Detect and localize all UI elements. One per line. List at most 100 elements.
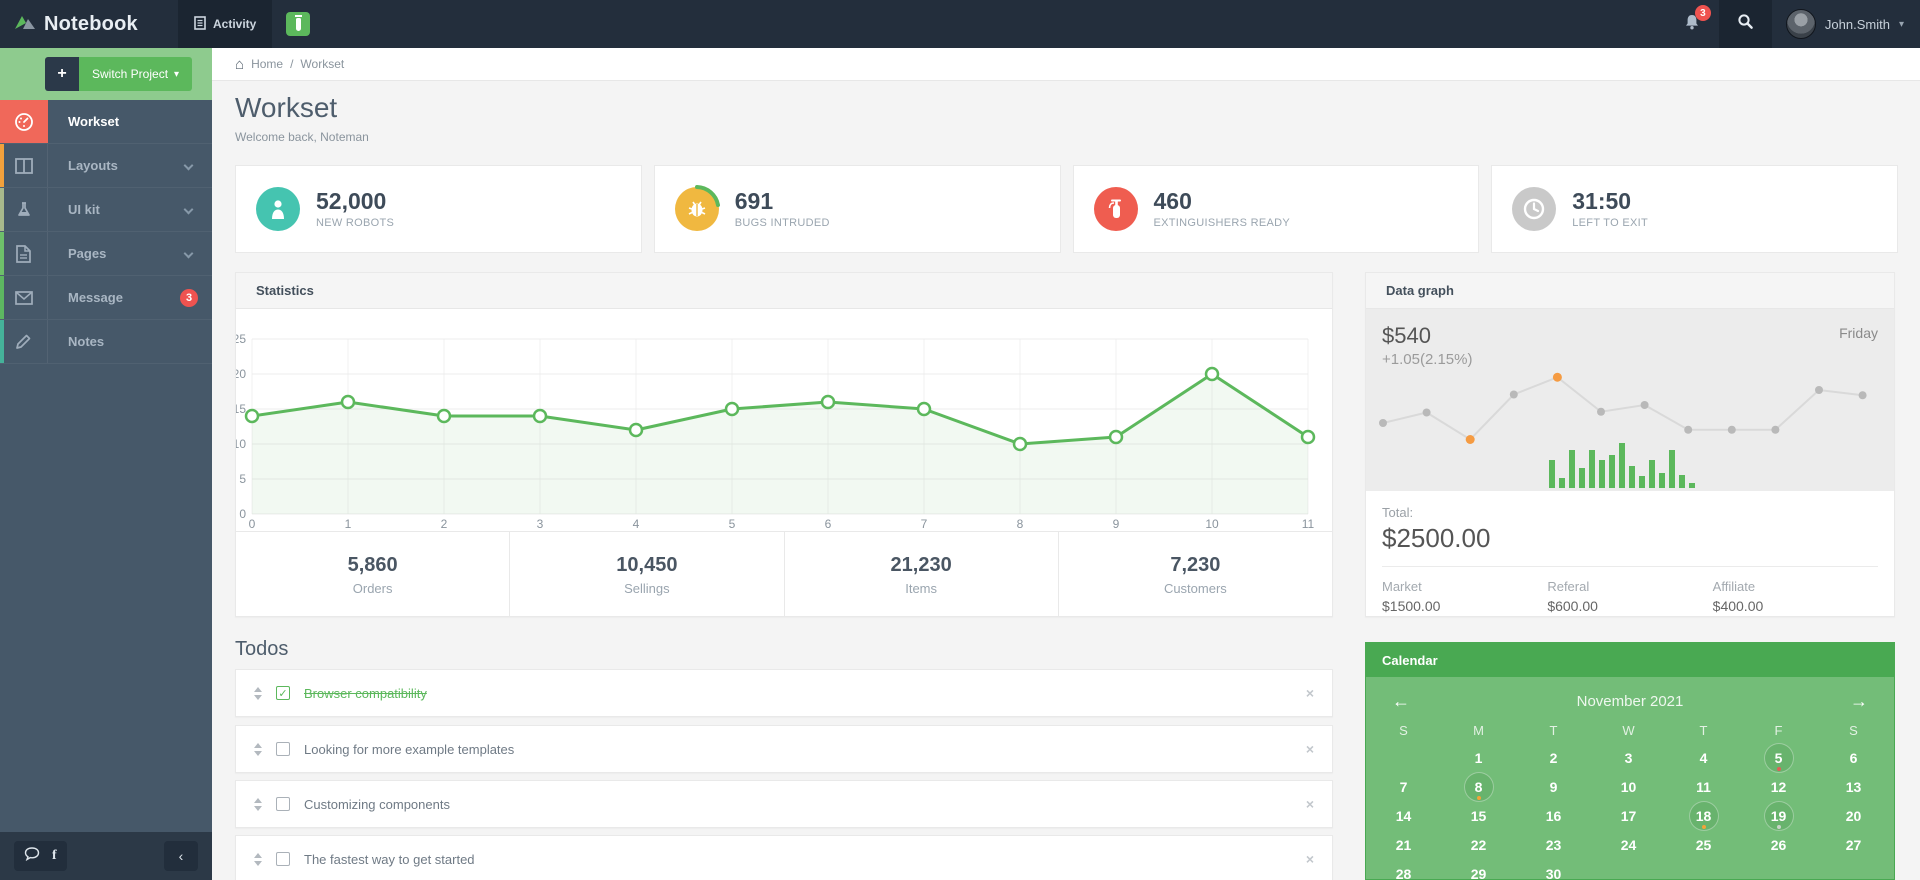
calendar-day-24[interactable]: 24 [1620,836,1637,853]
svg-text:9: 9 [1113,517,1120,531]
sidebar-item-layouts[interactable]: Layouts [0,144,212,188]
sidebar-item-notes[interactable]: Notes [0,320,212,364]
svg-text:7: 7 [921,517,928,531]
data-graph-day: Friday [1839,325,1878,341]
calendar-week-row: 21 22 23 24 25 26 27 [1366,830,1894,859]
calendar-day-4[interactable]: 4 [1699,749,1708,766]
sidebar-item-workset[interactable]: Workset [0,100,212,144]
svg-text:25: 25 [236,332,246,346]
svg-text:11: 11 [1302,517,1315,531]
calendar-day-16[interactable]: 16 [1545,807,1562,824]
calendar-day-26[interactable]: 26 [1770,836,1787,853]
drag-handle-icon[interactable] [254,686,262,700]
calendar-day-9[interactable]: 9 [1549,778,1558,795]
calendar-day-3[interactable]: 3 [1624,749,1633,766]
sidebar-item-message[interactable]: Message 3 [0,276,212,320]
sidebar-item-pages[interactable]: Pages [0,232,212,276]
sidebar-item-label: Message [68,290,123,305]
summary-orders: 5,860 Orders [236,532,511,617]
close-icon[interactable]: × [1305,796,1314,812]
next-month-arrow-icon[interactable]: → [1850,690,1868,711]
close-icon[interactable]: × [1305,685,1314,701]
calendar-day-30[interactable]: 30 [1545,865,1562,880]
sidebar-item-ui-kit[interactable]: UI kit [0,188,212,232]
calendar-day-5[interactable]: 5 [1741,742,1816,773]
data-graph-amount: $540 [1382,323,1431,348]
prev-month-arrow-icon[interactable]: ← [1392,690,1410,711]
calendar-day-14[interactable]: 14 [1395,807,1412,824]
test-tube-app-button[interactable] [286,12,311,36]
calendar-day-10[interactable]: 10 [1620,778,1637,795]
statistics-panel: Statistics 0 1 2 3 4 5 6 7 8 9 10 11 0 5 10 15 20 25 5,86… [233,272,1333,617]
day-header: T [1699,722,1708,738]
checkbox-unchecked[interactable] [276,797,290,811]
calendar-day-7[interactable]: 7 [1399,778,1408,795]
search-button[interactable] [1718,0,1772,48]
calendar-day-6[interactable]: 6 [1849,749,1858,766]
calendar-day-empty [1591,859,1666,879]
sidebar-menu: Workset Layouts UI kit [0,100,212,364]
checkbox-unchecked[interactable] [276,742,290,756]
tab-activity[interactable]: Activity [178,0,273,48]
message-badge: 3 [180,288,198,307]
sidebar-footer: f ‹ [0,832,212,880]
calendar-day-20[interactable]: 20 [1845,807,1862,824]
calendar-day-29[interactable]: 29 [1470,865,1487,880]
calendar-day-11[interactable]: 11 [1696,778,1711,795]
calendar-nav: ← November 2021 → [1366,685,1894,717]
calendar-day-1[interactable]: 1 [1474,749,1483,766]
data-graph-total: Total: $2500.00 [1366,491,1894,567]
pencil-icon [0,320,48,363]
close-icon[interactable]: × [1305,741,1314,757]
calendar-day-2[interactable]: 2 [1549,749,1558,766]
stat-value: 460 [1153,187,1192,214]
calendar-day-15[interactable]: 15 [1470,807,1487,824]
collapse-sidebar-button[interactable]: ‹ [164,841,198,871]
close-icon[interactable]: × [1305,851,1314,867]
search-icon [1737,13,1754,35]
calendar-day-12[interactable]: 12 [1770,778,1787,795]
calendar-day-8[interactable]: 8 [1441,771,1516,802]
breakdown-value: $1500.00 [1382,598,1441,614]
checkbox-unchecked[interactable] [276,852,290,866]
user-menu[interactable]: John.Smith ▾ [1772,0,1920,48]
data-graph-breakdown: Market $1500.00 Referal $600.00 Affiliat… [1366,567,1894,614]
notifications-badge: 3 [1694,5,1711,21]
calendar-day-21[interactable]: 21 [1395,836,1412,853]
sidebar: + Switch Project ▾ Workset Layouts [0,48,212,880]
drag-handle-icon[interactable] [254,742,262,756]
calendar-day-28[interactable]: 28 [1395,865,1412,880]
sidebar-item-label: Notes [68,334,105,349]
calendar-day-13[interactable]: 13 [1845,778,1862,795]
facebook-icon[interactable]: f [52,848,57,863]
calendar-day-17[interactable]: 17 [1620,807,1637,824]
drag-handle-icon[interactable] [254,852,262,866]
svg-text:3: 3 [537,517,544,531]
switch-project-button[interactable]: Switch Project ▾ [79,57,193,91]
chat-icon[interactable] [24,846,40,866]
breakdown-value: $400.00 [1712,598,1764,614]
data-graph-sparkline [1379,372,1867,488]
day-header: T [1549,722,1558,738]
svg-text:0: 0 [239,507,246,521]
calendar-day-27[interactable]: 27 [1845,836,1862,853]
calendar-day-23[interactable]: 23 [1545,836,1562,853]
breadcrumb-home[interactable]: Home [251,57,284,71]
brand-logo[interactable]: Notebook [0,0,178,48]
todo-item: The fastest way to get started × [235,835,1333,880]
calendar-day-18[interactable]: 18 [1666,800,1741,831]
data-graph-change: +1.05(2.15%) [1382,351,1473,368]
sidebar-item-label: Pages [68,246,107,261]
add-project-button[interactable]: + [45,57,79,91]
day-header: F [1774,722,1783,738]
calendar-day-19[interactable]: 19 [1741,800,1816,831]
checkbox-checked[interactable]: ✓ [276,686,290,700]
drag-handle-icon[interactable] [254,797,262,811]
calendar-day-22[interactable]: 22 [1470,836,1487,853]
summary-label: Items [905,580,938,596]
day-header: M [1473,722,1484,738]
svg-text:6: 6 [825,517,832,531]
notifications-button[interactable]: 3 [1665,0,1719,48]
event-dot [1776,825,1781,829]
calendar-day-25[interactable]: 25 [1695,836,1712,853]
